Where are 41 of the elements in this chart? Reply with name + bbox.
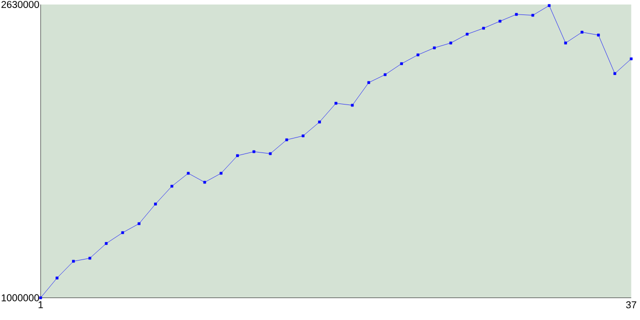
point — [613, 72, 616, 76]
point — [350, 104, 354, 107]
point — [367, 81, 370, 84]
point — [154, 202, 157, 206]
y-tick-label: 1000000 — [2, 294, 40, 302]
x-tick-label: 37 — [626, 302, 636, 309]
point — [416, 54, 420, 56]
point — [432, 46, 436, 50]
point — [252, 150, 256, 154]
point — [236, 154, 239, 158]
point — [531, 14, 534, 17]
point — [514, 13, 518, 16]
point — [72, 260, 75, 263]
point — [39, 296, 42, 300]
point — [498, 20, 502, 23]
point — [56, 276, 58, 280]
point — [580, 31, 584, 34]
point — [466, 33, 469, 36]
y-tick-label: 2630000 — [1, 1, 40, 8]
x-tick-label: 1 — [38, 302, 43, 308]
point — [384, 74, 387, 76]
point — [104, 242, 108, 246]
point — [564, 42, 567, 45]
point — [548, 4, 551, 8]
point — [186, 172, 190, 175]
point — [400, 62, 403, 66]
point — [302, 134, 304, 138]
point — [138, 222, 140, 226]
point — [449, 42, 452, 45]
point — [220, 172, 222, 175]
point — [597, 34, 600, 37]
point — [482, 27, 485, 30]
point — [121, 232, 124, 234]
point — [318, 120, 321, 124]
point — [170, 185, 174, 188]
point — [630, 58, 633, 60]
point — [285, 138, 288, 142]
point — [268, 152, 272, 156]
point — [334, 102, 338, 105]
point — [203, 181, 206, 184]
point — [88, 257, 92, 260]
